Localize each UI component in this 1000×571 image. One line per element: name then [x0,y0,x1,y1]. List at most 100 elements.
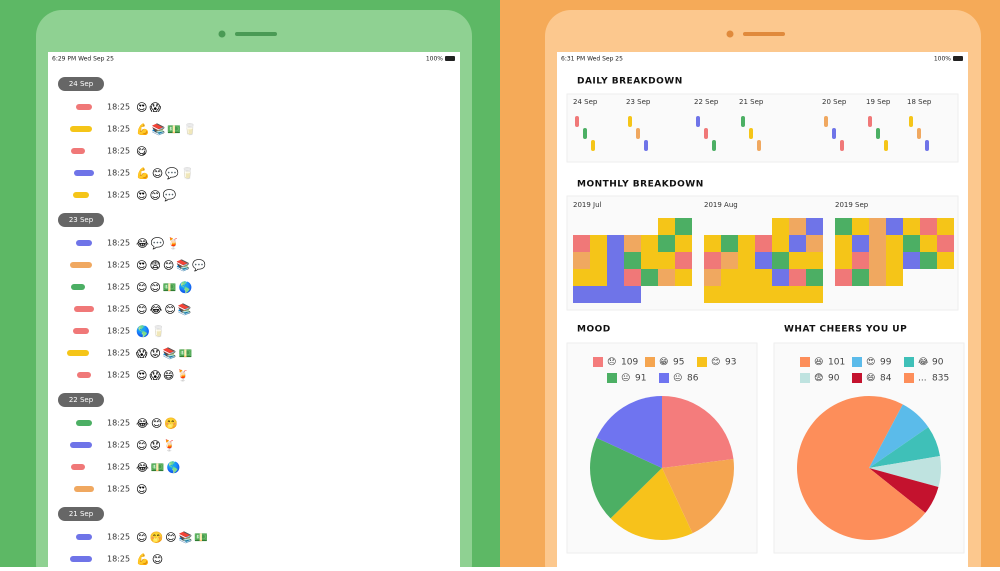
day-pill [840,140,844,151]
heat-cell [789,218,806,235]
heat-cell [789,269,806,286]
speaker [235,32,277,36]
day-pill [628,116,632,127]
entry-time: 18:25 [107,239,130,248]
day-label: 20 Sep [822,98,847,106]
heat-cell [755,252,772,269]
entry-time: 18:25 [107,327,130,336]
heat-cell [573,269,590,286]
legend-emoji: 😍 [866,357,875,368]
heat-cell [721,269,738,286]
heat-cell [607,286,624,303]
legend-swatch [904,373,914,383]
heat-cell [886,218,903,235]
legend-value: 99 [880,358,892,368]
entry-time: 18:25 [107,463,130,472]
mood-pill [73,192,89,198]
heat-cell [937,235,954,252]
legend-swatch [904,357,914,367]
entry-time: 18:25 [107,125,130,134]
day-pill [591,140,595,151]
camera [726,30,734,38]
mood-pill [70,126,92,132]
entry-time: 18:25 [107,371,130,380]
heat-cell [704,286,721,303]
heat-cell [641,235,658,252]
heat-cell [675,269,692,286]
day-label: 22 Sep [694,98,719,106]
mood-pill [71,148,85,154]
day-pill [925,140,929,151]
day-pill [824,116,828,127]
day-pill [636,128,640,139]
heat-cell [721,252,738,269]
mood-pill [77,372,91,378]
heat-cell [937,252,954,269]
date-chip [58,507,104,521]
heat-cell [772,286,789,303]
legend-swatch [659,373,669,383]
entry-emoji: 😱😟📚💵 [136,347,194,360]
entry-emoji: 😍😨😊📚💬 [136,259,208,272]
pie-slice [662,458,735,534]
heat-cell [675,235,692,252]
day-pill [583,128,587,139]
date-label: 24 Sep [69,80,94,88]
heat-cell [704,269,721,286]
heat-cell [835,252,852,269]
section-title: MOOD [577,325,611,335]
heat-cell [835,235,852,252]
legend-emoji: 😐 [621,373,630,384]
entry-emoji: 😊😟🍹 [136,438,179,452]
entry-emoji: 😂😊🤭 [136,417,180,430]
heat-cell [624,286,641,303]
day-pill [575,116,579,127]
pie-slice [869,427,940,468]
heat-cell [920,235,937,252]
mood-pill [70,262,92,268]
mood-pill [73,328,89,334]
heat-cell [903,235,920,252]
legend-swatch [607,373,617,383]
heat-cell [658,252,675,269]
heat-cell [772,235,789,252]
day-pill [749,128,753,139]
heat-cell [806,235,823,252]
heat-cell [573,252,590,269]
heat-cell [789,286,806,303]
heat-cell [806,269,823,286]
day-label: 24 Sep [573,98,598,106]
heat-cell [755,269,772,286]
legend-value: 109 [621,358,638,368]
day-label: 23 Sep [626,98,651,106]
heat-cell [886,252,903,269]
entry-emoji: 😂💵🌎 [136,461,182,474]
day-pill [917,128,921,139]
heat-cell [738,269,755,286]
day-pill [696,116,700,127]
date-chip [58,393,104,407]
heat-cell [789,252,806,269]
legend-swatch [800,357,810,367]
heat-cell [869,218,886,235]
pie-slice [869,455,941,488]
legend-emoji: 😆 [814,357,823,368]
pie-slice [869,404,929,468]
entry-time: 18:25 [107,419,130,428]
heat-cell [852,269,869,286]
heat-cell [658,218,675,235]
camera [218,30,226,38]
heat-cell [806,218,823,235]
battery-icon [445,56,455,61]
month-label: 2019 Jul [573,201,602,209]
day-pill [644,140,648,151]
entry-time: 18:25 [107,441,130,450]
mood-pill [71,284,85,290]
legend-emoji: 😁 [659,357,668,368]
heat-cell [920,218,937,235]
heat-cell [675,252,692,269]
legend-emoji: 😂 [918,357,929,368]
heat-cell [772,252,789,269]
day-label: 21 Sep [739,98,764,106]
